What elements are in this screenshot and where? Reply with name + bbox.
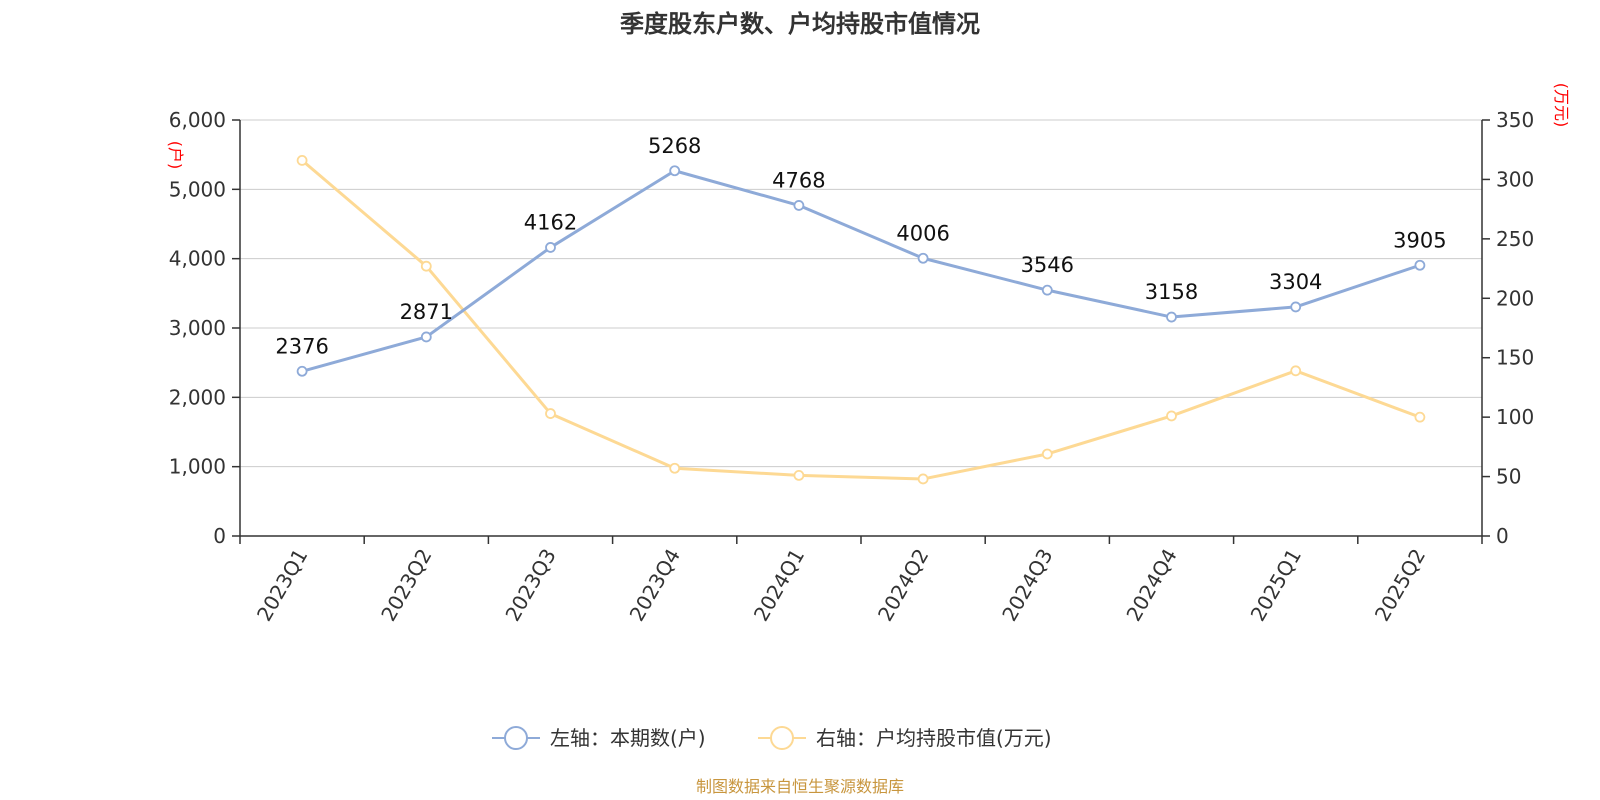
series-1-point-4 bbox=[793, 469, 805, 481]
axes: 0 1,000 2,000 3,000 4,000 5,000 6,000 0 50 100 150… bbox=[169, 108, 1534, 625]
series-0-point-0 bbox=[296, 365, 308, 377]
legend-item-households[interactable]: 左轴：本期数(户) bbox=[492, 726, 706, 750]
series-0-point-2 bbox=[545, 242, 556, 253]
left-axis-unit: (户) bbox=[166, 141, 185, 170]
legend-label-market-value: 右轴：户均持股市值(万元) bbox=[816, 726, 1052, 750]
data-label-1: 2871 bbox=[400, 300, 453, 324]
x-tick-label-4: 2024Q1 bbox=[749, 545, 809, 626]
series-line-0 bbox=[301, 169, 1421, 373]
data-label-0: 2376 bbox=[275, 334, 328, 358]
x-tick-label-2: 2023Q3 bbox=[500, 545, 560, 626]
right-tick-label-3: 150 bbox=[1496, 346, 1534, 370]
data-label-6: 3546 bbox=[1021, 253, 1074, 277]
left-tick-label-5: 5,000 bbox=[169, 177, 226, 201]
right-tick-label-7: 350 bbox=[1496, 108, 1534, 132]
series-1-point-1 bbox=[420, 260, 432, 272]
left-tick-label-4: 4,000 bbox=[169, 247, 226, 271]
series-0-point-6 bbox=[1041, 284, 1053, 296]
right-tick-label-6: 300 bbox=[1496, 167, 1534, 191]
right-tick-label-1: 50 bbox=[1496, 465, 1521, 489]
right-tick-label-0: 0 bbox=[1496, 524, 1509, 548]
chart-title: 季度股东户数、户均持股市值情况 bbox=[620, 10, 980, 38]
left-tick-label-3: 3,000 bbox=[169, 316, 226, 340]
series-1-point-7 bbox=[1166, 410, 1177, 422]
right-tick-label-4: 200 bbox=[1496, 286, 1534, 310]
left-tick-label-0: 0 bbox=[213, 524, 226, 548]
x-tick-label-7: 2024Q4 bbox=[1121, 545, 1181, 626]
data-label-9: 3905 bbox=[1393, 228, 1446, 252]
data-label-2: 4162 bbox=[524, 210, 577, 234]
x-tick-label-3: 2023Q4 bbox=[625, 545, 685, 626]
x-tick-label-6: 2024Q3 bbox=[997, 545, 1057, 626]
legend-marker-households bbox=[504, 726, 528, 750]
series-0-point-1 bbox=[420, 331, 432, 343]
series-0-point-3 bbox=[669, 165, 681, 177]
series-0-point-7 bbox=[1166, 311, 1177, 323]
data-labels: 2376 2871 4162 5268 4768 4006 3546 3158 3304 3905 bbox=[275, 134, 1446, 359]
data-label-7: 3158 bbox=[1145, 280, 1198, 304]
right-axis-unit: (万元) bbox=[1552, 83, 1571, 128]
series-0-point-9 bbox=[1414, 259, 1426, 271]
x-tick-label-0: 2023Q1 bbox=[252, 545, 312, 626]
series bbox=[296, 155, 1426, 485]
series-1-point-2 bbox=[545, 408, 556, 419]
x-tick-label-8: 2025Q1 bbox=[1246, 545, 1306, 626]
series-0-point-4 bbox=[793, 200, 805, 211]
legend-label-households: 左轴：本期数(户) bbox=[550, 726, 706, 750]
series-1-point-5 bbox=[917, 473, 929, 485]
series-line-1 bbox=[301, 159, 1421, 481]
x-tick-label-1: 2023Q2 bbox=[376, 545, 436, 626]
right-tick-label-2: 100 bbox=[1496, 405, 1534, 429]
x-tick-label-5: 2024Q2 bbox=[873, 545, 933, 626]
data-label-8: 3304 bbox=[1269, 270, 1322, 294]
legend[interactable]: 左轴：本期数(户) 右轴：户均持股市值(万元) bbox=[492, 726, 1052, 750]
series-1-point-6 bbox=[1041, 448, 1053, 460]
series-1-point-8 bbox=[1290, 365, 1302, 377]
series-1-point-0 bbox=[296, 155, 308, 166]
data-label-5: 4006 bbox=[896, 221, 949, 245]
source-note: 制图数据来自恒生聚源数据库 bbox=[696, 777, 904, 796]
left-tick-label-6: 6,000 bbox=[169, 108, 226, 132]
right-tick-label-5: 250 bbox=[1496, 227, 1534, 251]
series-1-point-3 bbox=[669, 462, 681, 474]
series-0-point-8 bbox=[1290, 301, 1302, 313]
grid-lines bbox=[240, 119, 1482, 468]
x-tick-label-9: 2025Q2 bbox=[1370, 545, 1430, 626]
data-label-3: 5268 bbox=[648, 134, 701, 158]
left-tick-label-2: 2,000 bbox=[169, 385, 226, 409]
legend-marker-market-value bbox=[770, 726, 794, 750]
legend-item-market-value[interactable]: 右轴：户均持股市值(万元) bbox=[758, 726, 1052, 750]
data-label-4: 4768 bbox=[772, 168, 825, 192]
series-1-point-9 bbox=[1414, 411, 1426, 423]
left-tick-label-1: 1,000 bbox=[169, 455, 226, 479]
series-0-point-5 bbox=[917, 252, 929, 264]
